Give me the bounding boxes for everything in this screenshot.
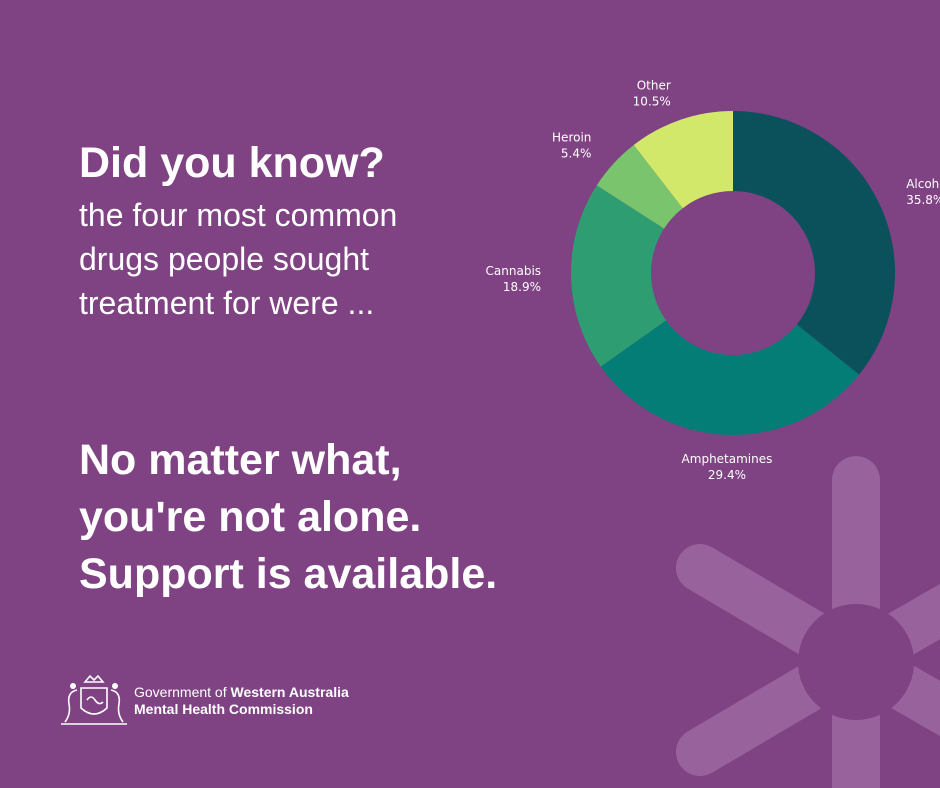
donut-slice-cannabis [571,185,667,367]
organisation-name: Mental Health Commission [134,701,313,717]
slice-value-other: 10.5% [633,94,671,108]
slice-label-cannabis: Cannabis [486,264,542,278]
subtitle-line: the four most common [79,197,398,233]
subtitle-line: treatment for were ... [79,285,375,321]
donut-slice-alcohol [733,111,895,375]
donut-slice-heroin [596,144,683,229]
government-branding: Government of Western Australia Mental H… [134,684,349,718]
headline: Did you know? [79,139,385,187]
support-line: Support is available. [79,550,498,598]
subtitle-line: drugs people sought [79,241,369,277]
slice-value-heroin: 5.4% [561,146,592,160]
coat-of-arms-icon [61,674,127,725]
donut-slice-other [633,111,733,209]
slice-label-alcohol: Alcohol [906,177,940,191]
slice-value-alcohol: 35.8% [906,193,940,207]
government-prefix: Government of [134,684,231,700]
slice-label-amphetamines: Amphetamines [682,452,773,466]
government-line: Government of Western Australia [134,684,349,701]
star-center [798,604,914,720]
support-line: No matter what, [79,436,402,484]
slice-label-heroin: Heroin [552,130,591,144]
slice-value-amphetamines: 29.4% [708,468,746,482]
state-name: Western Australia [230,684,349,700]
support-line: you're not alone. [79,493,422,541]
subtitle: the four most common drugs people sought… [79,193,499,325]
support-message: No matter what, you're not alone. Suppor… [79,432,497,603]
donut-slice-amphetamines [600,320,860,435]
slice-label-other: Other [637,78,671,92]
slice-value-cannabis: 18.9% [503,280,541,294]
